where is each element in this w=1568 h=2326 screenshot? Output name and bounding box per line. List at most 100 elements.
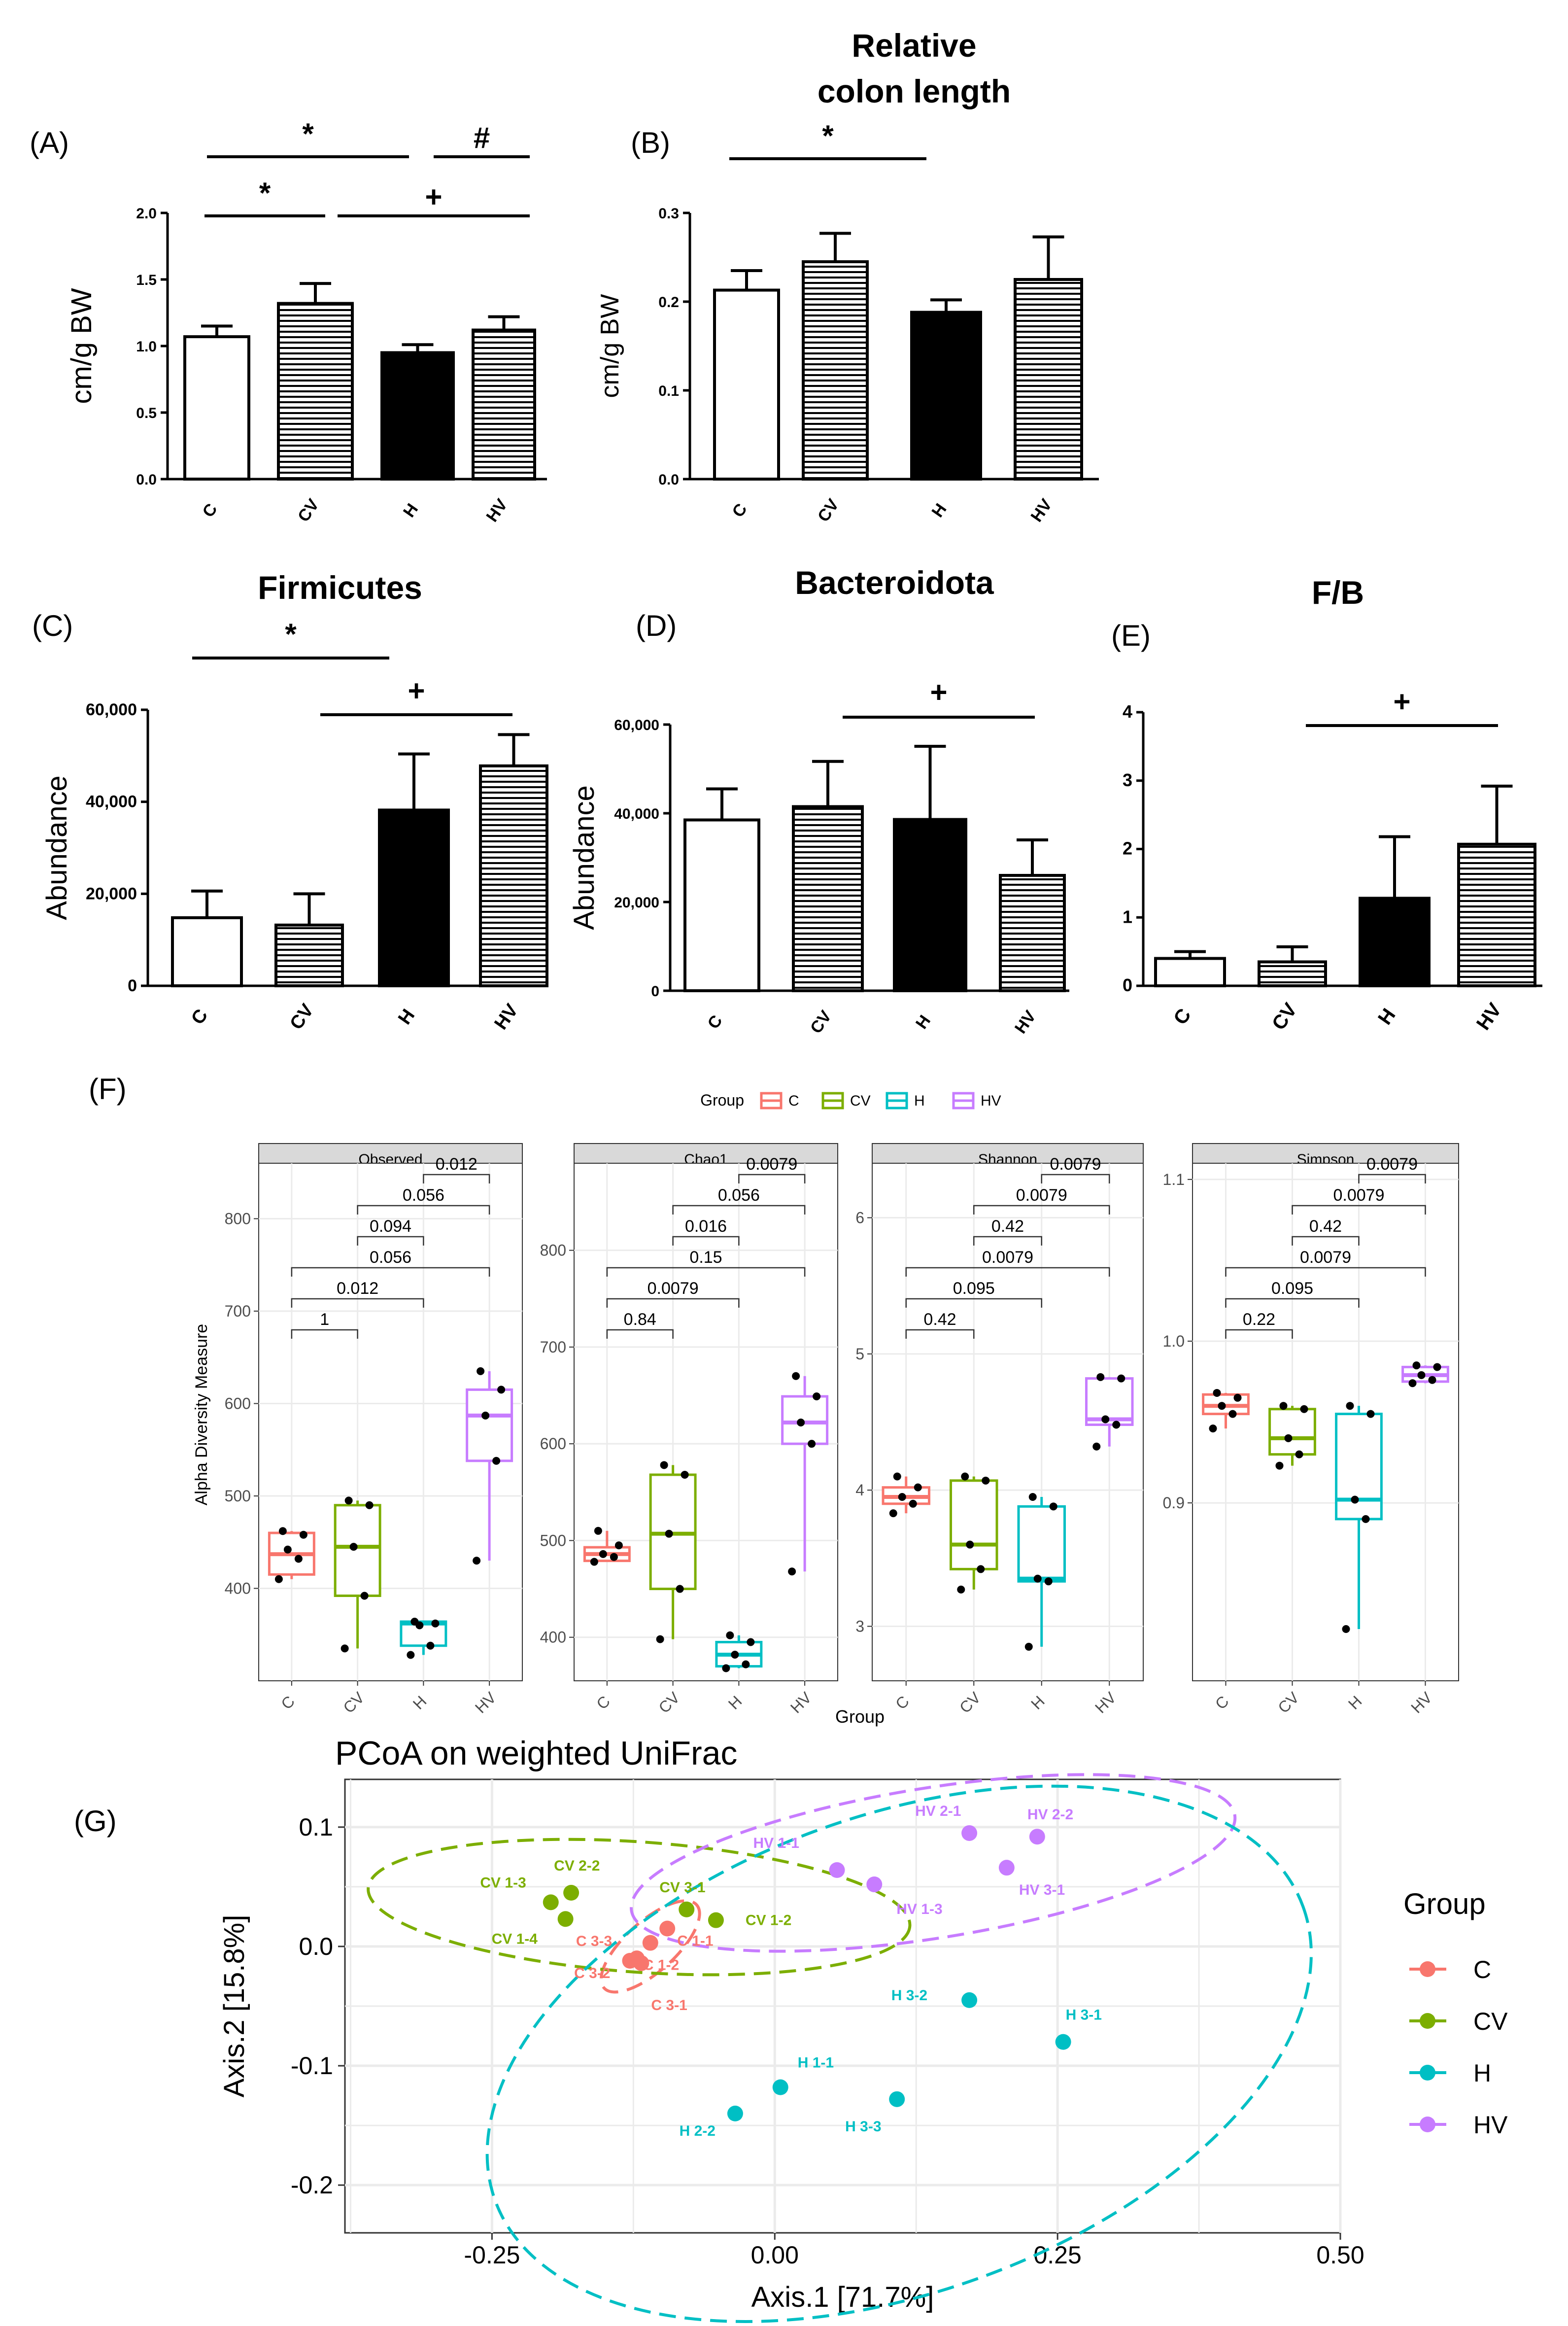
- legend-title: Group: [1403, 1887, 1486, 1920]
- data-point: [893, 1472, 901, 1481]
- significance-bracket: [291, 1329, 358, 1339]
- box: [1268, 1408, 1316, 1456]
- confidence-ellipse: [630, 1773, 1237, 1953]
- box: [1335, 1413, 1383, 1521]
- data-point: [477, 1367, 485, 1375]
- significance-bracket: [291, 1267, 490, 1277]
- scatter-point: [961, 1825, 978, 1841]
- facet-panel: [1192, 1163, 1459, 1681]
- data-point: [982, 1476, 990, 1485]
- significance-bracket: [1292, 1205, 1426, 1215]
- data-point: [426, 1641, 435, 1650]
- point-label: CV 1-4: [492, 1931, 538, 1947]
- y-tick-label: 3: [855, 1617, 864, 1635]
- y-tick-label: 3: [1123, 770, 1132, 790]
- data-point: [349, 1543, 358, 1551]
- bar: [1258, 960, 1327, 987]
- y-tick-label: 2: [1123, 838, 1132, 859]
- data-point: [747, 1638, 755, 1646]
- y-tick-label: 0.1: [658, 383, 679, 399]
- significance-label: 0.42: [991, 1217, 1024, 1236]
- y-tick-label: 0.0: [658, 472, 679, 488]
- significance-label: 0.0079: [1366, 1155, 1418, 1174]
- data-point: [1428, 1376, 1436, 1384]
- significance-label: *: [302, 117, 314, 150]
- bar: [1154, 957, 1226, 987]
- significance-label: 0.056: [403, 1186, 444, 1205]
- significance-label: 0.095: [1271, 1279, 1313, 1298]
- y-tick-label: 0: [128, 976, 137, 995]
- data-point: [1228, 1410, 1237, 1418]
- significance-label: 0.056: [370, 1248, 411, 1267]
- legend-label: C: [788, 1093, 799, 1109]
- y-tick-label: 400: [225, 1580, 251, 1597]
- data-point: [1412, 1361, 1421, 1370]
- chart-title: PCoA on weighted UniFrac: [335, 1735, 737, 1772]
- data-point: [1284, 1434, 1293, 1442]
- data-point: [344, 1496, 353, 1505]
- significance-label: 0.0079: [1333, 1186, 1385, 1205]
- chart-title: Relative: [852, 27, 976, 64]
- y-tick-label: 4: [1123, 701, 1132, 722]
- y-tick-label: 700: [540, 1338, 566, 1356]
- y-tick-label: 0.9: [1163, 1494, 1185, 1512]
- data-point: [1024, 1642, 1033, 1651]
- data-point: [731, 1651, 739, 1659]
- y-tick-label: 1: [1123, 906, 1132, 927]
- point-label: C 3-1: [651, 1997, 687, 2014]
- panel-label: (C): [32, 609, 73, 642]
- bar: [713, 288, 780, 481]
- y-tick-label: 6: [855, 1209, 864, 1227]
- significance-bracket: [1292, 1236, 1360, 1246]
- significance-label: 1: [320, 1310, 329, 1329]
- scatter-point: [557, 1911, 574, 1927]
- data-point: [914, 1483, 922, 1492]
- y-tick-label: 1.1: [1163, 1171, 1185, 1188]
- bar: [1359, 897, 1431, 988]
- data-point: [341, 1644, 349, 1653]
- significance-bracket: [1225, 1298, 1360, 1308]
- box: [1017, 1505, 1066, 1583]
- data-point: [813, 1392, 821, 1400]
- y-tick-label: 0.1: [299, 1813, 333, 1841]
- data-point: [1362, 1515, 1370, 1523]
- data-point: [681, 1470, 689, 1479]
- y-tick-label: 40,000: [614, 806, 659, 822]
- data-point: [599, 1550, 607, 1558]
- y-axis-label: cm/g BW: [596, 294, 624, 398]
- significance-bracket: [738, 1174, 806, 1183]
- point-label: H 3-3: [845, 2118, 881, 2135]
- data-point: [1101, 1415, 1110, 1423]
- data-point: [614, 1541, 623, 1550]
- chart-title: Bacteroidota: [795, 564, 994, 601]
- y-axis-label: cm/g BW: [66, 288, 98, 404]
- significance-bracket: [1225, 1329, 1293, 1339]
- confidence-ellipse: [367, 1838, 912, 1977]
- legend-label: C: [1473, 1956, 1491, 1983]
- scatter-point: [961, 1992, 978, 2008]
- significance-bracket: [357, 1205, 490, 1215]
- data-point: [1028, 1493, 1037, 1501]
- significance-bracket: [905, 1329, 975, 1339]
- point-label: C 3-2: [574, 1965, 610, 1981]
- significance-bracket: [973, 1205, 1110, 1215]
- bar: [1457, 842, 1536, 987]
- data-point: [278, 1527, 287, 1535]
- scatter-point: [659, 1920, 676, 1937]
- panel-label: (A): [30, 126, 69, 159]
- significance-bracket: [905, 1267, 1110, 1277]
- chart-title: colon length: [818, 73, 1011, 109]
- data-point: [1346, 1402, 1354, 1410]
- data-point: [497, 1386, 506, 1394]
- y-tick-label: 20,000: [86, 884, 137, 903]
- data-point: [407, 1651, 415, 1659]
- significance-label: *: [822, 119, 834, 152]
- bar: [479, 764, 548, 988]
- data-point: [1233, 1393, 1242, 1402]
- significance-label: 0.0079: [1300, 1248, 1351, 1267]
- y-tick-label: 40,000: [86, 793, 137, 811]
- bar: [472, 328, 536, 481]
- y-tick-label: -0.1: [291, 2052, 333, 2080]
- y-tick-label: 0.0: [136, 472, 157, 488]
